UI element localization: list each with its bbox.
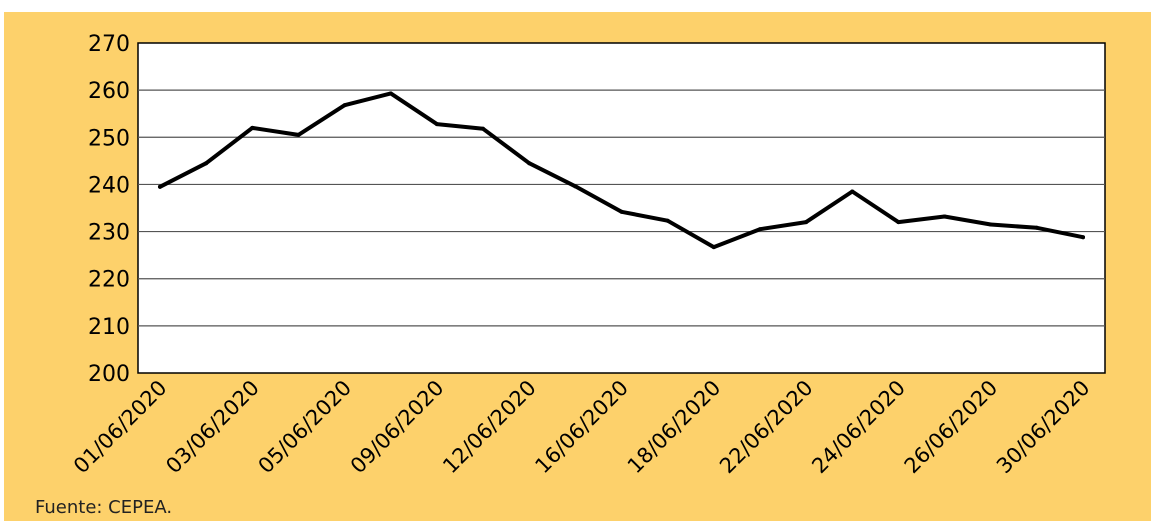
data-point-18/06/2020: [711, 245, 716, 250]
x-tick-label: 03/06/2020: [161, 376, 264, 479]
x-tick-label: 09/06/2020: [346, 376, 449, 479]
data-point-26/06/2020: [988, 222, 993, 227]
y-axis-ticks: 200 210 220 230 240 250 260 270: [88, 32, 130, 387]
x-tick-label: 26/06/2020: [900, 376, 1003, 479]
y-tick-label: 200: [88, 362, 130, 387]
data-point-08/06/2020: [388, 91, 393, 96]
source-note: Fuente: CEPEA.: [35, 497, 173, 518]
data-point-22/06/2020: [804, 220, 809, 225]
data-point-05/06/2020: [342, 103, 347, 108]
y-tick-label: 260: [88, 79, 130, 104]
data-point-30/06/2020: [1081, 235, 1085, 240]
plot-area: [137, 42, 1106, 374]
data-point-24/06/2020: [896, 220, 901, 225]
data-point-17/06/2020: [665, 218, 670, 223]
x-axis-ticks: 01/06/202003/06/202005/06/202009/06/2020…: [69, 376, 1095, 479]
y-tick-label: 250: [88, 126, 130, 151]
y-tick-label: 270: [88, 32, 130, 57]
data-point-16/06/2020: [619, 209, 624, 214]
figure-title-strip: [0, 0, 1151, 12]
x-tick-label: 30/06/2020: [992, 376, 1095, 479]
data-point-25/06/2020: [942, 214, 947, 219]
x-tick-label: 22/06/2020: [715, 376, 818, 479]
data-point-23/06/2020: [850, 189, 855, 194]
x-tick-label: 01/06/2020: [69, 376, 172, 479]
data-point-02/06/2020: [204, 161, 209, 166]
data-points: [158, 91, 1085, 250]
x-tick-label: 16/06/2020: [530, 376, 633, 479]
y-tick-label: 210: [88, 315, 130, 340]
x-tick-label: 18/06/2020: [623, 376, 726, 479]
data-point-12/06/2020: [527, 161, 532, 166]
y-tick-label: 230: [88, 221, 130, 246]
data-point-04/06/2020: [296, 132, 301, 137]
data-point-15/06/2020: [573, 184, 578, 189]
gridlines: [138, 89, 1105, 327]
x-tick-label: 12/06/2020: [438, 376, 541, 479]
x-tick-label: 05/06/2020: [254, 376, 357, 479]
x-tick-label: 24/06/2020: [807, 376, 910, 479]
data-point-09/06/2020: [434, 122, 439, 127]
data-point-29/06/2020: [1034, 225, 1039, 230]
y-tick-label: 220: [88, 268, 130, 293]
data-point-19/06/2020: [757, 227, 762, 232]
data-point-03/06/2020: [250, 125, 255, 130]
y-tick-label: 240: [88, 173, 130, 198]
data-point-10/06/2020: [481, 126, 486, 131]
data-point-01/06/2020: [158, 184, 162, 189]
